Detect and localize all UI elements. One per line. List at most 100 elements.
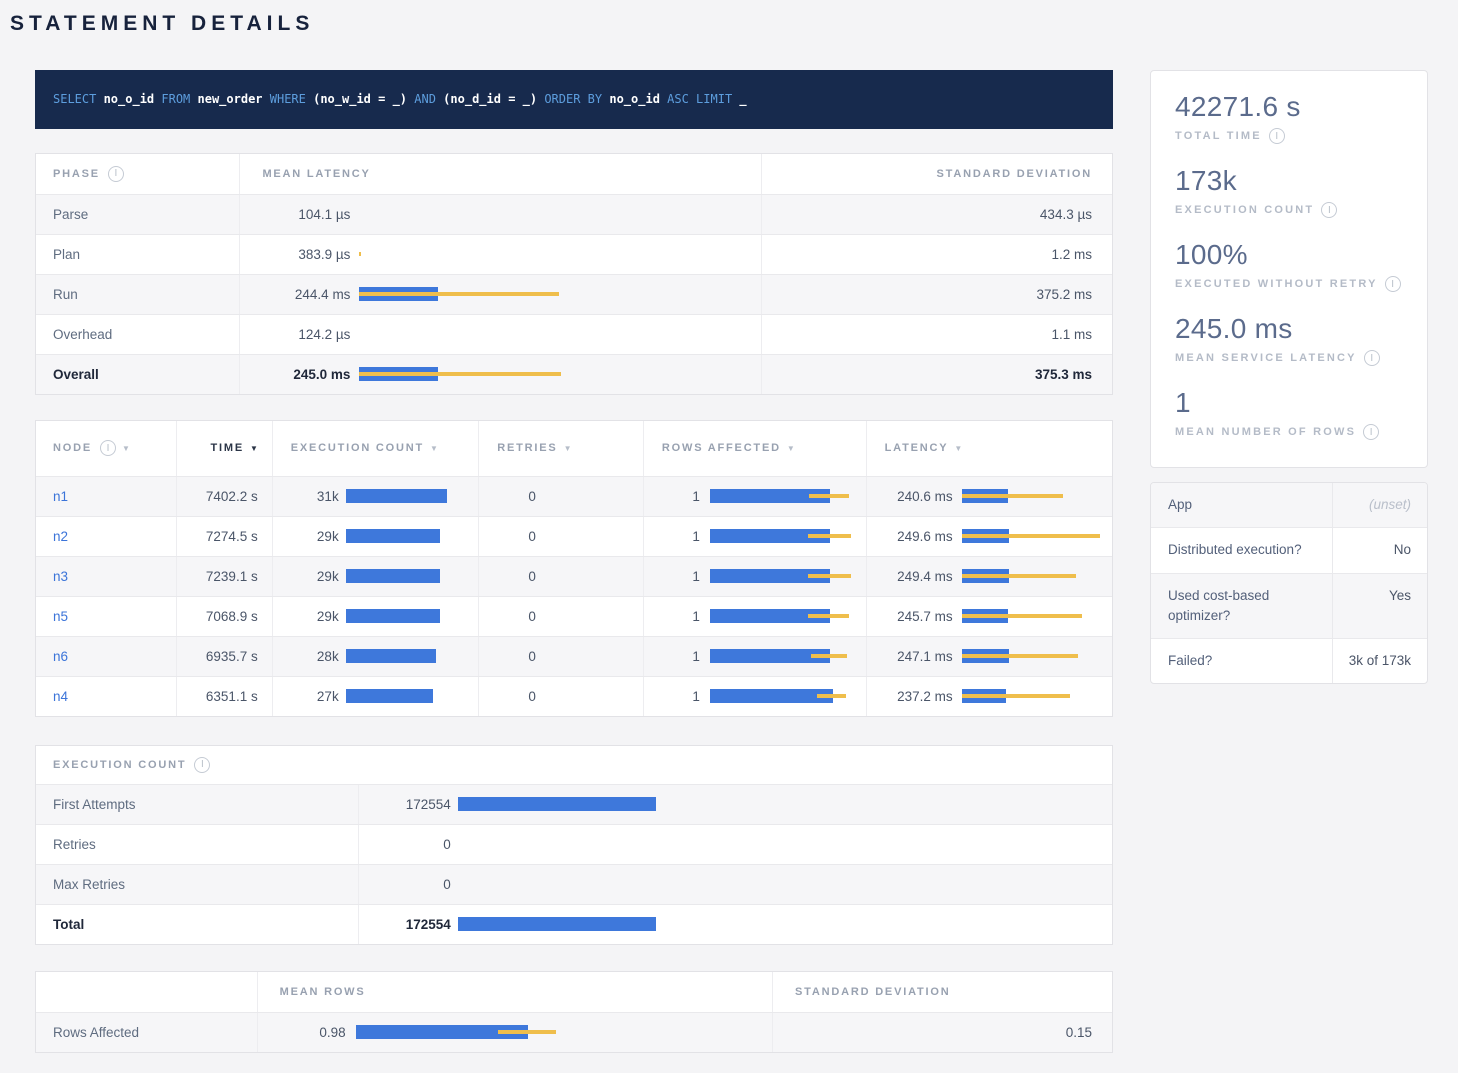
latency-bar <box>359 207 561 221</box>
summary-sidebar: 42271.6 s TOTAL TIME i 173k EXECUTION COU… <box>1150 70 1428 685</box>
detail-row-app: App (unset) <box>1151 483 1427 528</box>
stddev-bar <box>961 694 1070 699</box>
execution-count-bar <box>457 917 1098 932</box>
rows-affected-value: 1 <box>692 528 700 544</box>
std-dev-value: 375.3 ms <box>1034 366 1092 382</box>
node-link[interactable]: n2 <box>53 528 69 544</box>
stddev-bar <box>961 494 1064 499</box>
execution-row-label: First Attempts <box>53 796 136 812</box>
rows-affected-header-cell[interactable]: ROWS AFFECTED ▼ <box>644 420 867 476</box>
mean-rows-header-label: MEAN ROWS <box>279 985 366 998</box>
std-dev-header-label: STANDARD DEVIATION <box>795 985 951 998</box>
info-icon[interactable]: i <box>1363 424 1380 440</box>
stat-label: MEAN NUMBER OF ROWS i <box>1175 424 1403 440</box>
detail-label: App <box>1151 483 1334 528</box>
stat-total-time: 42271.6 s TOTAL TIME i <box>1175 91 1403 144</box>
rows-affected-value: 1 <box>692 568 700 584</box>
latency-bar <box>961 649 1121 664</box>
phase-header-cell: PHASE i <box>36 153 241 194</box>
detail-row-cost-based-optimizer: Used cost-based optimizer? Yes <box>1151 572 1427 638</box>
table-row: n3 7239.1 s 29k 0 1 249.4 <box>36 555 1112 596</box>
retries-value: 0 <box>528 688 536 704</box>
rows-affected-label: Rows Affected <box>53 1024 140 1040</box>
node-link[interactable]: n5 <box>53 608 69 624</box>
execution-count-table: EXECUTION COUNT i First Attempts 172554 … <box>35 744 1113 945</box>
mean-latency-value: 245.0 ms <box>293 366 351 382</box>
node-link[interactable]: n6 <box>53 648 69 664</box>
phase-label: Parse <box>53 206 89 222</box>
sql-token: no_o_id <box>609 92 668 106</box>
rows-affected-table: MEAN ROWS STANDARD DEVIATION Rows Affect… <box>35 970 1113 1053</box>
execution-count-value: 29k <box>316 568 339 584</box>
sql-token: ASC LIMIT <box>667 92 740 106</box>
time-header-cell[interactable]: TIME ▼ <box>177 420 273 476</box>
retries-value: 0 <box>528 528 536 544</box>
node-header-cell[interactable]: NODE i ▼ <box>36 420 177 476</box>
rows-affected-bar <box>709 529 868 544</box>
std-dev-value: 375.2 ms <box>1036 286 1092 302</box>
detail-label: Used cost-based optimizer? <box>1151 573 1334 638</box>
mean-bar <box>345 489 448 504</box>
detail-value: (unset) <box>1368 497 1411 512</box>
mean-bar <box>345 649 437 664</box>
detail-value: Yes <box>1388 587 1411 603</box>
latency-header-cell[interactable]: LATENCY ▼ <box>867 421 1112 476</box>
stat-executed-without-retry: 100% EXECUTED WITHOUT RETRY i <box>1175 239 1403 292</box>
time-value: 6935.7 s <box>205 648 258 664</box>
info-icon[interactable]: i <box>99 440 116 457</box>
info-icon[interactable]: i <box>107 165 124 182</box>
latency-bar <box>359 327 561 341</box>
execution-count-bar <box>345 569 485 584</box>
sql-token: new_order <box>197 92 270 106</box>
info-icon[interactable]: i <box>1268 128 1285 144</box>
sql-token: (no_w_id = _) <box>313 92 415 106</box>
info-icon[interactable]: i <box>1363 350 1380 366</box>
node-link[interactable]: n1 <box>53 488 69 504</box>
detail-value: 3k of 173k <box>1348 653 1411 668</box>
stddev-bar <box>359 372 562 377</box>
stddev-bar <box>817 694 846 699</box>
std-dev-header-cell: STANDARD DEVIATION <box>762 154 1112 194</box>
table-row: Max Retries 0 <box>36 863 1112 904</box>
info-icon[interactable]: i <box>1321 202 1338 218</box>
page-layout: SELECT no_o_id FROM new_order WHERE (no_… <box>35 70 1428 1053</box>
retries-value: 0 <box>528 608 536 624</box>
table-row: n1 7402.2 s 31k 0 1 240.6 <box>36 475 1112 516</box>
info-icon[interactable]: i <box>194 756 211 773</box>
table-row: Overhead 124.2 µs 1.1 ms <box>36 313 1112 354</box>
stat-label: EXECUTION COUNT i <box>1175 202 1403 218</box>
phase-table-header: PHASE i MEAN LATENCY STANDARD DEVIATION <box>36 153 1112 194</box>
latency-bar <box>359 247 561 261</box>
stddev-bar <box>807 614 849 619</box>
stddev-bar <box>811 654 848 659</box>
std-dev-value: 0.15 <box>1065 1024 1092 1040</box>
rows-affected-bar <box>709 689 868 704</box>
info-icon[interactable]: i <box>1384 276 1401 292</box>
stat-label: TOTAL TIME i <box>1175 128 1403 144</box>
execution-row-label: Retries <box>53 836 96 852</box>
sql-token: (no_d_id = _) <box>443 92 545 106</box>
time-value: 7239.1 s <box>205 568 258 584</box>
rows-affected-table-header: MEAN ROWS STANDARD DEVIATION <box>36 971 1112 1012</box>
sql-token: WHERE <box>269 92 314 106</box>
node-table-header: NODE i ▼ TIME ▼ EXECUTION COUNT ▼ RETRIE… <box>36 420 1112 476</box>
std-dev-header-cell: STANDARD DEVIATION <box>773 972 1112 1012</box>
rows-affected-bar <box>709 569 868 584</box>
sort-icon: ▼ <box>249 443 260 453</box>
detail-value: No <box>1393 542 1411 558</box>
mean-latency-header-label: MEAN LATENCY <box>262 167 371 180</box>
phase-label: Run <box>53 286 78 302</box>
retries-header-cell[interactable]: RETRIES ▼ <box>479 420 644 476</box>
execution-count-header-cell[interactable]: EXECUTION COUNT ▼ <box>273 420 480 476</box>
latency-value: 249.6 ms <box>897 528 953 544</box>
table-row: Overall 245.0 ms 375.3 ms <box>36 353 1112 394</box>
node-link[interactable]: n4 <box>53 688 69 704</box>
stat-value: 100% <box>1175 239 1248 270</box>
sql-token: SELECT <box>53 92 104 106</box>
sql-token: FROM <box>161 92 198 106</box>
node-table: NODE i ▼ TIME ▼ EXECUTION COUNT ▼ RETRIE… <box>35 419 1113 717</box>
stat-label: EXECUTED WITHOUT RETRY i <box>1175 276 1403 292</box>
empty-header-cell <box>36 971 258 1012</box>
node-link[interactable]: n3 <box>53 568 69 584</box>
mean-bar <box>355 1025 528 1040</box>
